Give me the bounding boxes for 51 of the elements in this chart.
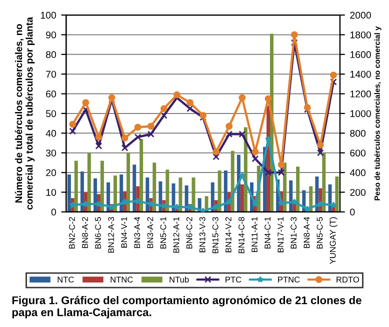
text: Figura 1. Gráfico del comportamiento agronómico de 21 clones de papa en Llama-Cajamarca. — [12, 296, 362, 318]
x-tick-label: BN14-C-8 — [238, 217, 244, 254]
y2-tick-label: 600 — [350, 150, 366, 156]
y-tick-label: 100 — [40, 12, 56, 19]
x-tick-label: BN15-C-3 — [212, 217, 218, 254]
y-tick-label: 40 — [46, 130, 56, 137]
y2-tick-label: 1800 — [350, 31, 371, 38]
x-tick-label: BN8-A-2 — [82, 217, 88, 248]
x-tick-label: BN3-A-4 — [134, 217, 140, 248]
y2-tick-label: 1400 — [350, 70, 371, 78]
x-tick-label: BN13-V-3 — [199, 217, 206, 252]
x-tick-label: BN8-A-4 — [304, 217, 310, 248]
x-tick-label: BN14-V-2 — [225, 217, 232, 252]
y-tick-label: 80 — [46, 51, 56, 58]
y-tick-label: 50 — [46, 110, 56, 118]
x-tick-label: BN17-V-1 — [278, 217, 284, 252]
x-tick-label: BN3-A-2 — [147, 217, 154, 248]
x-tick-label: YUNGAY (T) — [330, 217, 338, 264]
y2-tick-label: 1600 — [350, 51, 371, 58]
y-tick-label: 20 — [46, 169, 56, 176]
y-tick-label: 70 — [46, 70, 56, 78]
x-tick-label: BN12-A-1 — [173, 217, 180, 253]
y2-tick-label: 200 — [350, 188, 366, 196]
legend-label: PTNC — [278, 276, 300, 283]
y-tick-label: 30 — [46, 150, 56, 156]
y2-tick-label: 2000 — [350, 12, 371, 19]
y2-tick-label: 1000 — [350, 110, 371, 118]
x-tick-label: BN1-C-3 — [290, 217, 297, 248]
x-tick-label: BN5-C-5 — [316, 217, 323, 248]
y2-tick-label: 800 — [350, 130, 366, 137]
y-tick-label: 0 — [51, 208, 56, 216]
x-tick-label: BN6-C-5 — [95, 217, 101, 248]
y2-tick-label: 400 — [350, 169, 366, 176]
y-tick-label: 10 — [46, 188, 56, 196]
y-axis-title: Número de tubérculos comerciales, no comercial y total de tubérculos por planta — [14, 16, 35, 210]
legend-label: NTC — [58, 276, 74, 283]
y-tick-label: 60 — [46, 90, 56, 98]
x-tick-label: BN11-A-1 — [252, 217, 258, 252]
x-tick-label: BN2-C-2 — [68, 217, 75, 248]
x-tick-label: BN4-C-1 — [264, 217, 270, 248]
x-tick-label: BN6-C-2 — [186, 217, 192, 248]
legend-label: RDTO — [336, 276, 360, 283]
x-tick-label: BN4-V-1 — [121, 217, 127, 248]
y-tick-label: 90 — [46, 31, 56, 38]
legend-label: NTNC — [110, 276, 133, 283]
x-tick-label: BN12-A-3 — [108, 217, 114, 253]
y2-tick-label: 0 — [350, 208, 355, 216]
y2-tick-label: 1200 — [350, 90, 371, 98]
legend-label: PTC — [226, 276, 242, 283]
x-tick-label: BN5-C-1 — [160, 217, 166, 248]
legend-label: NTub — [170, 276, 189, 283]
